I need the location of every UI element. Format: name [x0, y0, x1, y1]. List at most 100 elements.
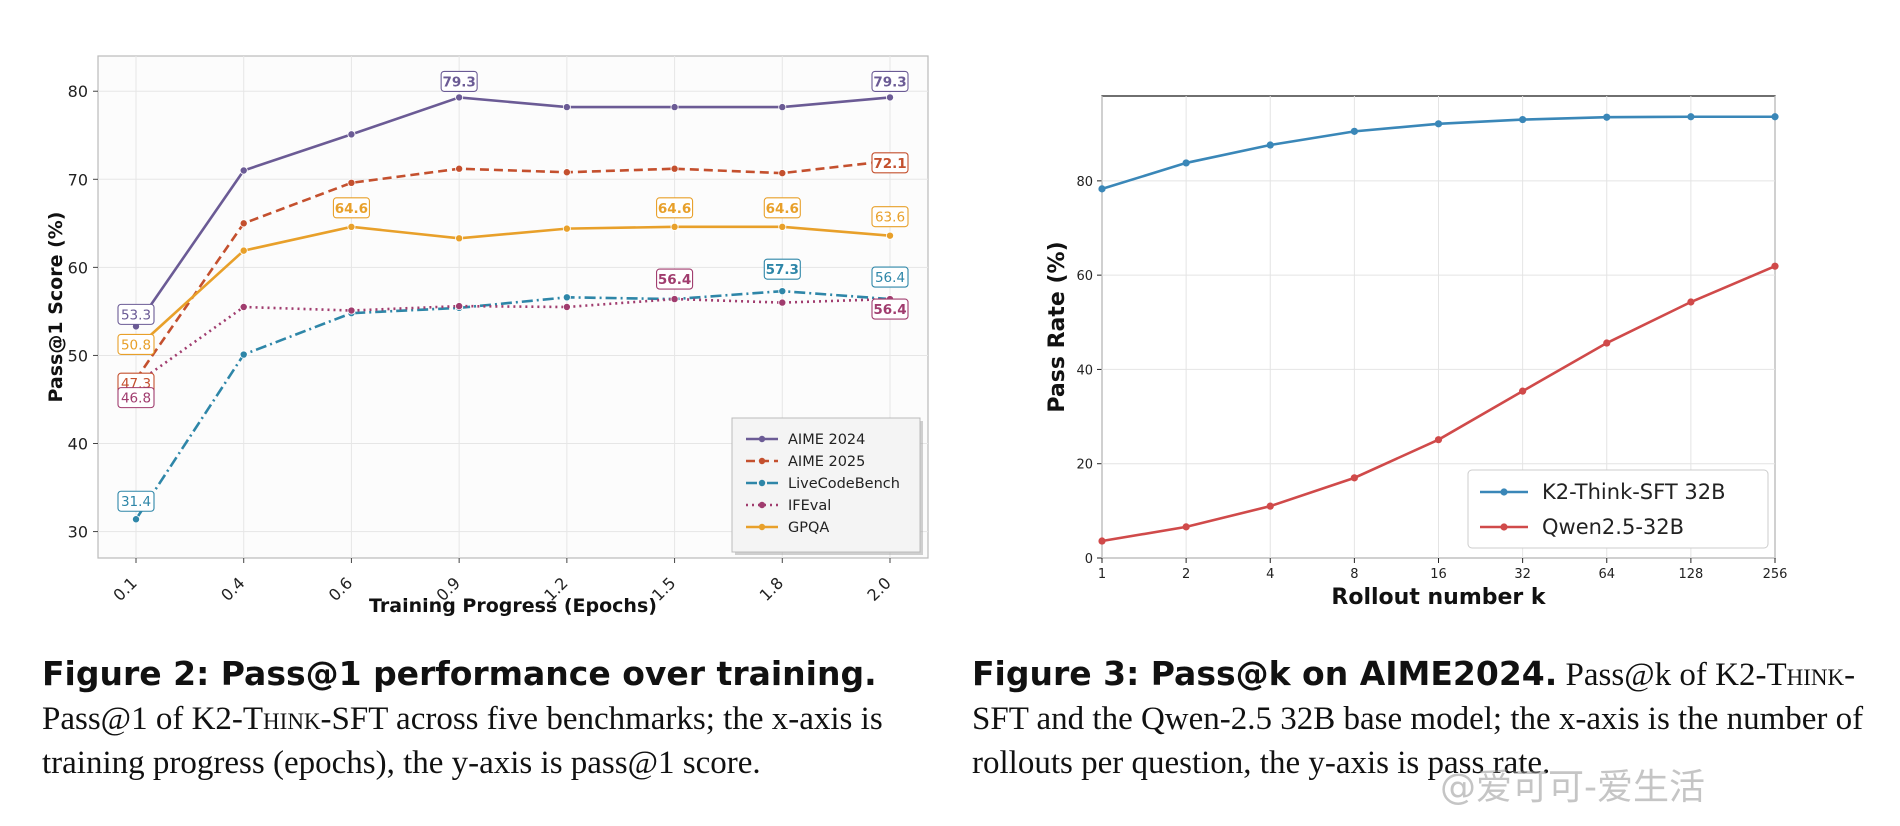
y-tick-label: 20 [1076, 458, 1093, 473]
data-point [778, 222, 787, 231]
legend-label: GPQA [788, 520, 829, 536]
x-tick-label: 16 [1430, 567, 1447, 582]
figure-3-title: Figure 3: Pass@k on AIME2024. [972, 654, 1558, 693]
data-point [239, 166, 248, 175]
legend-marker [1500, 523, 1508, 531]
data-label-box [763, 197, 801, 219]
data-point [1266, 502, 1274, 510]
x-tick-label: 0.6 [325, 573, 356, 604]
data-point [1182, 159, 1190, 167]
data-point [1771, 262, 1779, 270]
data-label: 31.4 [121, 494, 151, 510]
y-tick-label: 40 [68, 435, 88, 454]
data-label: 72.1 [873, 156, 906, 172]
legend-marker [1500, 488, 1508, 496]
data-point [778, 298, 787, 307]
data-point [778, 169, 787, 178]
legend-label: Qwen2.5-32B [1542, 515, 1684, 539]
y-tick-label: 70 [68, 170, 88, 189]
x-tick-label: 1 [1098, 567, 1106, 582]
data-label-box [871, 206, 909, 228]
data-label: 53.3 [121, 307, 151, 323]
data-label: 79.3 [442, 74, 475, 90]
data-point [1350, 127, 1358, 135]
data-point [347, 306, 356, 315]
data-label: 56.4 [658, 272, 691, 288]
data-label-box [440, 70, 478, 92]
data-label: 56.4 [875, 270, 905, 286]
data-point [1098, 185, 1106, 193]
data-point [1434, 436, 1443, 444]
data-label: 79.3 [873, 74, 906, 90]
y-tick-label: 50 [68, 346, 88, 365]
figure-2-text-b: -SFT across five benchmarks; the x-axis … [42, 701, 883, 781]
data-point [1182, 523, 1190, 531]
data-point [455, 302, 464, 311]
data-point [670, 295, 679, 304]
x-tick-label: 2 [1182, 567, 1190, 582]
passk-aime-chart: 0 20 40 60 80 1 2 4 8 16 32 64 128 256 Rollout number … [1045, 95, 1787, 610]
data-label-box [871, 266, 909, 288]
data-point [1519, 115, 1527, 124]
figure-2-title: Figure 2: Pass@1 performance over traini… [42, 654, 877, 693]
series-line [135, 297, 891, 385]
y-tick-label: 0 [1085, 552, 1093, 567]
data-point [1519, 387, 1527, 395]
legend [1467, 469, 1769, 549]
x-axis-label: Training Progress (Epochs) [369, 595, 657, 617]
y-tick-label: 80 [1076, 175, 1093, 190]
data-label: 63.6 [875, 210, 905, 226]
series-line [135, 225, 891, 350]
data-point [455, 234, 464, 243]
data-label: 56.4 [873, 302, 906, 318]
data-point [347, 130, 356, 139]
data-label-box [871, 70, 909, 92]
data-label: 64.6 [766, 201, 799, 217]
data-point [239, 302, 248, 311]
data-point [886, 231, 895, 240]
figure-3-text-sc: Think [1766, 657, 1845, 693]
data-point [1687, 298, 1695, 306]
data-point [455, 164, 464, 173]
data-label: 64.6 [335, 201, 368, 217]
legend-label: LiveCodeBench [788, 476, 900, 492]
data-point [1266, 141, 1274, 149]
y-tick-label: 60 [68, 258, 88, 277]
data-point [886, 93, 895, 102]
data-label-box [656, 197, 694, 219]
legend-marker [758, 523, 766, 531]
figure-2-caption: Figure 2: Pass@1 performance over traini… [42, 652, 942, 785]
figure-3-caption: Figure 3: Pass@k on AIME2024. Pass@k of … [972, 652, 1872, 785]
x-tick-label: 32 [1514, 567, 1531, 582]
data-point [1771, 113, 1779, 121]
data-point [670, 222, 679, 231]
legend-marker [758, 501, 766, 509]
data-point [562, 224, 571, 233]
figure-3-text-b: -SFT and the Qwen-2.5 32B base model; th… [972, 657, 1864, 781]
y-tick-label: 30 [68, 523, 88, 542]
data-point [562, 302, 571, 311]
data-point [347, 178, 356, 187]
data-label-box [656, 268, 694, 290]
data-label-box [117, 303, 155, 325]
y-axis-label: Pass Rate (%) [1045, 241, 1070, 412]
data-point [455, 93, 464, 102]
data-point [562, 293, 571, 302]
data-point [562, 168, 571, 177]
x-tick-label: 0.4 [217, 573, 248, 604]
data-point [347, 222, 356, 231]
data-point [1603, 113, 1611, 121]
data-label-box [871, 298, 909, 320]
data-label-box [117, 490, 155, 512]
data-point [1603, 339, 1611, 347]
data-point [239, 219, 248, 228]
y-tick-label: 40 [1076, 363, 1093, 378]
data-point [778, 103, 787, 112]
legend-marker [758, 435, 766, 443]
watermark-text: @爱可可-爱生活 [1440, 767, 1705, 808]
data-point [670, 164, 679, 173]
x-tick-label: 2.0 [863, 573, 894, 604]
series-line [134, 289, 891, 520]
data-label: 46.8 [121, 391, 151, 407]
x-axis-label: Rollout number k [1331, 585, 1547, 610]
